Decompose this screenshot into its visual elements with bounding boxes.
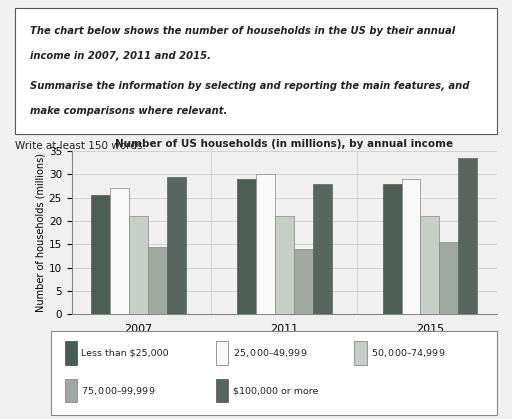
Bar — [216, 341, 228, 365]
Text: The chart below shows the number of households in the US by their annual: The chart below shows the number of hous… — [30, 26, 455, 36]
Bar — [65, 379, 77, 402]
Text: Write at least 150 words.: Write at least 150 words. — [15, 141, 146, 150]
Title: Number of US households (in millions), by annual income: Number of US households (in millions), b… — [115, 139, 453, 149]
Text: income in 2007, 2011 and 2015.: income in 2007, 2011 and 2015. — [30, 51, 210, 61]
FancyBboxPatch shape — [51, 331, 497, 415]
Bar — [313, 184, 332, 314]
Bar — [255, 174, 274, 314]
Bar — [65, 341, 77, 365]
Text: $75,000–$99,999: $75,000–$99,999 — [81, 385, 156, 396]
Text: $100,000 or more: $100,000 or more — [233, 386, 318, 395]
Bar — [294, 249, 313, 314]
Text: $25,000–$49,999: $25,000–$49,999 — [233, 347, 307, 359]
Text: make comparisons where relevant.: make comparisons where relevant. — [30, 106, 227, 116]
Bar — [129, 216, 148, 314]
Bar — [382, 184, 401, 314]
Bar — [458, 158, 477, 314]
Text: Summarise the information by selecting and reporting the main features, and: Summarise the information by selecting a… — [30, 81, 469, 91]
Bar — [274, 216, 294, 314]
Bar — [216, 379, 228, 402]
Text: $50,000–$74,999: $50,000–$74,999 — [371, 347, 445, 359]
Bar — [401, 179, 420, 314]
Y-axis label: Number of households (millions): Number of households (millions) — [36, 153, 46, 312]
Bar — [420, 216, 439, 314]
Text: Less than $25,000: Less than $25,000 — [81, 348, 169, 357]
X-axis label: Year: Year — [270, 337, 298, 347]
Bar — [354, 341, 367, 365]
Bar — [148, 246, 167, 314]
Bar — [91, 195, 110, 314]
Bar — [237, 179, 255, 314]
FancyBboxPatch shape — [15, 8, 497, 134]
Bar — [167, 176, 186, 314]
Bar — [439, 242, 458, 314]
Bar — [110, 188, 129, 314]
